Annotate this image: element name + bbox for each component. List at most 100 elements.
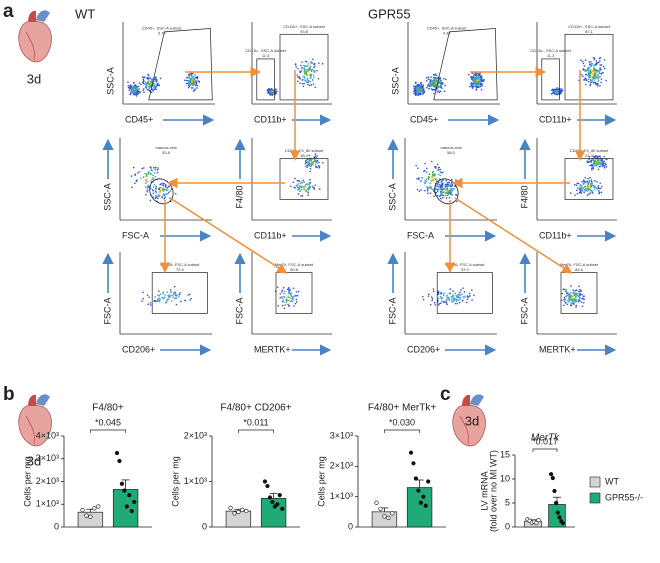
x-axis-label: CD11b+ <box>254 230 287 240</box>
event-dot <box>297 80 299 82</box>
event-dot <box>158 300 161 303</box>
event-dot <box>595 164 597 167</box>
event-dot <box>312 83 315 85</box>
event-dot <box>147 185 150 188</box>
event-dot <box>562 288 565 291</box>
event-dot <box>594 75 597 78</box>
event-dot <box>434 167 437 169</box>
event-dot <box>591 189 593 192</box>
x-axis-label: CD11b+ <box>539 230 572 240</box>
event-dot <box>568 299 571 302</box>
event-dot <box>152 89 154 91</box>
event-dot <box>303 181 306 183</box>
panel-label: a <box>3 1 14 22</box>
event-dot <box>164 296 166 298</box>
gate-name: MerTk, FSC-A subset <box>560 262 599 267</box>
data-point <box>386 515 391 521</box>
event-dot <box>584 59 587 61</box>
event-dot <box>416 93 419 95</box>
event-dot <box>586 160 588 162</box>
event-dot <box>297 76 299 78</box>
event-dot <box>463 296 465 298</box>
event-dot <box>287 296 289 299</box>
event-dot <box>586 180 589 183</box>
event-dot <box>318 165 321 168</box>
event-dot <box>131 186 133 189</box>
event-dot <box>568 296 571 299</box>
event-dot <box>188 73 190 76</box>
event-dot <box>322 161 324 164</box>
event-dot <box>153 86 155 89</box>
event-dot <box>600 81 602 84</box>
event-dot <box>566 292 568 294</box>
event-dot <box>140 83 142 86</box>
event-dot <box>142 76 145 79</box>
event-dot <box>440 84 442 87</box>
event-dot <box>589 176 591 179</box>
event-dot <box>570 304 573 307</box>
event-dot <box>307 83 309 86</box>
event-dot <box>600 78 603 80</box>
event-dot <box>297 290 300 293</box>
event-dot <box>451 185 453 187</box>
event-dot <box>585 78 587 80</box>
event-dot <box>192 75 195 78</box>
event-dot <box>148 87 151 90</box>
event-dot <box>599 163 601 166</box>
event-dot <box>145 175 148 177</box>
event-dot <box>443 191 445 193</box>
event-dot <box>432 84 434 87</box>
event-dot <box>581 293 583 296</box>
event-dot <box>580 184 582 187</box>
event-dot <box>152 192 155 195</box>
event-dot <box>582 68 585 71</box>
significance-bracket <box>90 429 126 433</box>
event-dot <box>287 303 289 306</box>
event-dot <box>164 294 166 296</box>
event-dot <box>311 62 313 64</box>
event-dot <box>434 187 437 190</box>
event-dot <box>481 79 484 81</box>
event-dot <box>589 84 591 87</box>
event-dot <box>579 191 582 194</box>
event-dot <box>151 178 153 180</box>
data-point <box>92 506 97 511</box>
event-dot <box>594 189 596 191</box>
event-dot <box>155 166 157 169</box>
event-dot <box>419 85 422 87</box>
event-dot <box>583 79 586 81</box>
event-dot <box>307 81 309 84</box>
event-dot <box>580 301 583 303</box>
event-dot <box>597 77 600 79</box>
event-dot <box>180 300 182 303</box>
event-dot <box>587 80 590 83</box>
event-dot <box>591 164 594 167</box>
event-dot <box>441 188 444 191</box>
event-dot <box>446 192 449 195</box>
event-dot <box>437 291 440 294</box>
data-point <box>240 507 245 512</box>
p-value: *0.030 <box>389 417 415 427</box>
event-dot <box>431 299 433 302</box>
event-dot <box>600 64 603 66</box>
event-dot <box>153 183 156 186</box>
event-dot <box>417 84 420 86</box>
y-tick-label: 5 <box>505 497 510 507</box>
event-dot <box>417 167 419 170</box>
event-dot <box>288 296 291 299</box>
event-dot <box>439 296 442 298</box>
event-dot <box>281 289 284 292</box>
event-dot <box>589 189 592 192</box>
event-dot <box>599 60 601 62</box>
event-dot <box>444 185 447 188</box>
event-dot <box>146 187 148 189</box>
event-dot <box>591 79 593 81</box>
event-dot <box>588 70 590 72</box>
legend-swatch <box>589 492 601 504</box>
event-dot <box>449 288 452 290</box>
event-dot <box>474 80 476 82</box>
event-dot <box>303 67 306 69</box>
event-dot <box>576 182 579 185</box>
event-dot <box>591 182 594 184</box>
event-dot <box>309 159 311 162</box>
